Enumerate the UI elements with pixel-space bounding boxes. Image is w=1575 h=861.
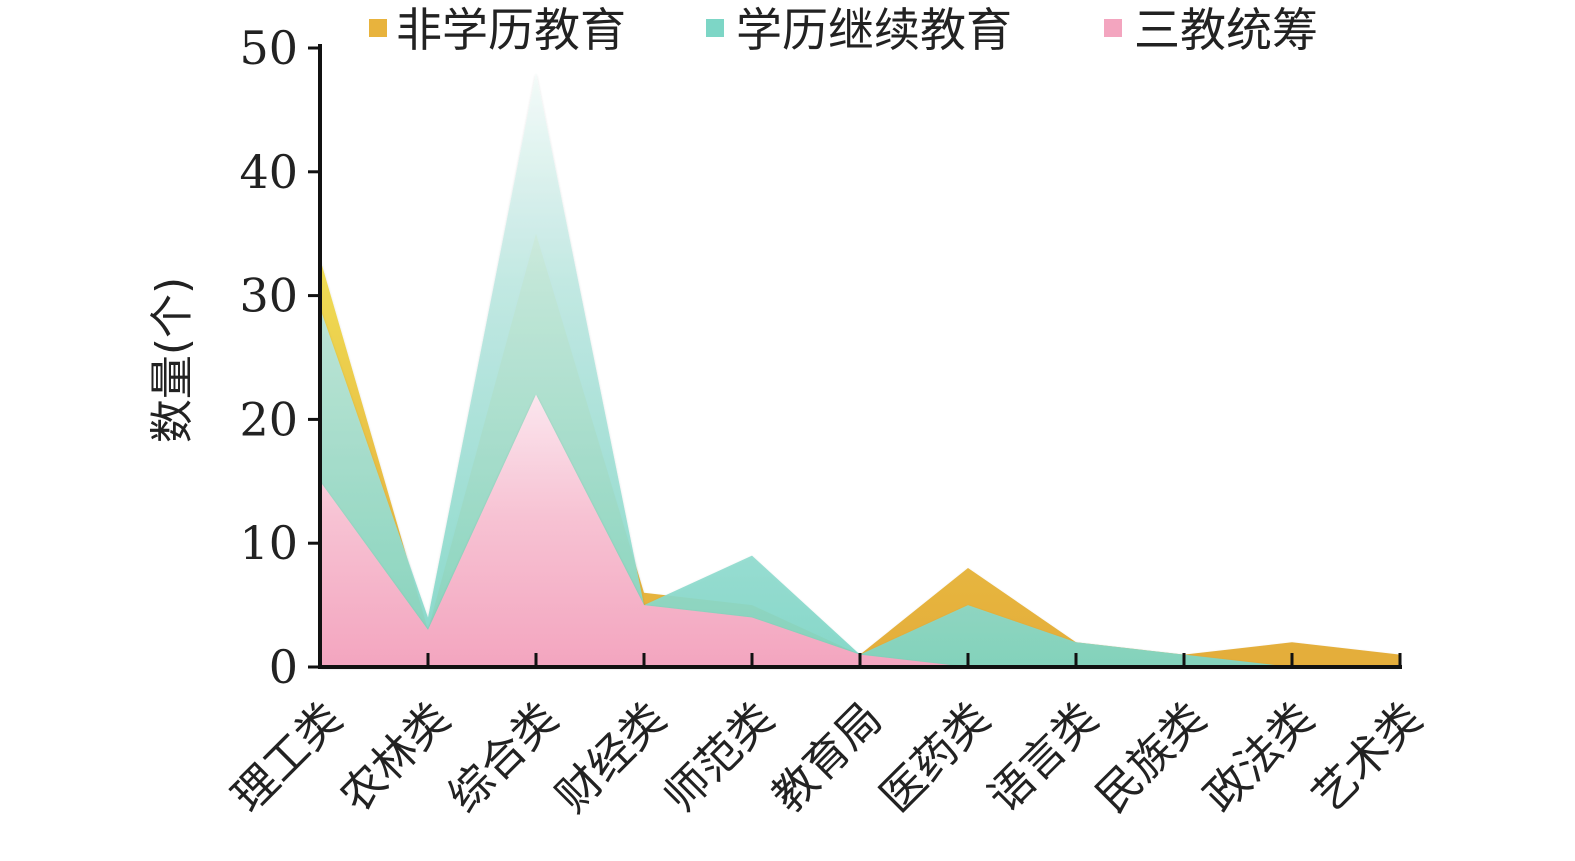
x-tick-label: 师范类 (655, 693, 784, 822)
x-tick-label: 综合类 (439, 693, 568, 822)
legend-label-three-education: 三教统筹 (1134, 3, 1318, 57)
legend-swatch-degree-continuing (706, 19, 724, 37)
x-tick-label: 语言类 (979, 693, 1108, 822)
x-tick-label: 艺术类 (1303, 693, 1432, 822)
area-series-three-education (320, 394, 1400, 667)
y-axis-ticks: 0 10 20 30 40 50 (239, 21, 320, 694)
y-tick-label: 20 (239, 392, 298, 446)
y-tick-label: 30 (239, 269, 298, 323)
y-tick-label: 40 (239, 145, 298, 199)
legend-label-degree-continuing: 学历继续教育 (736, 3, 1012, 57)
y-tick-label: 50 (239, 21, 298, 75)
y-tick-label: 0 (269, 640, 298, 694)
x-tick-label: 教育局 (763, 693, 892, 822)
legend-label-non-degree: 非学历教育 (396, 3, 626, 57)
legend-swatch-non-degree (369, 19, 387, 37)
x-tick-label: 农林类 (331, 693, 460, 822)
x-tick-label: 民族类 (1087, 693, 1216, 822)
x-tick-label: 财经类 (547, 693, 676, 822)
legend-swatch-three-education (1104, 19, 1122, 37)
series-areas (320, 72, 1400, 667)
legend: 非学历教育 学历继续教育 三教统筹 (369, 3, 1318, 57)
x-tick-label: 政法类 (1195, 693, 1324, 822)
y-axis-label: 数量(个) (147, 277, 198, 443)
y-tick-label: 10 (239, 516, 298, 570)
x-tick-label: 理工类 (223, 693, 352, 822)
x-tick-label: 医药类 (871, 693, 1000, 822)
